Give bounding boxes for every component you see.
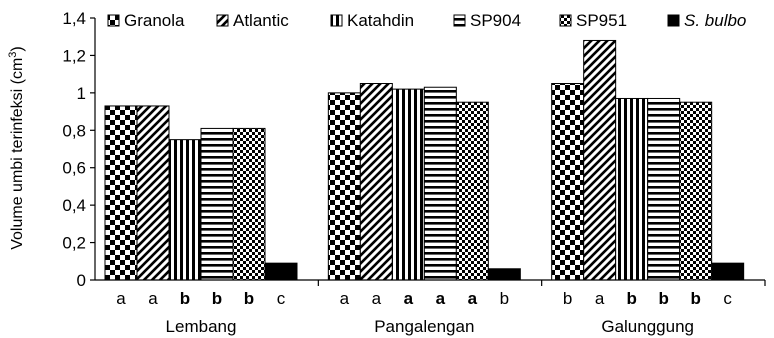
- category-label: Lembang: [166, 317, 237, 336]
- y-tick-label: 0,4: [62, 196, 86, 215]
- bar: [711, 262, 745, 281]
- bar: [168, 139, 202, 281]
- bar: [487, 268, 521, 281]
- legend-label: Katahdin: [347, 11, 414, 30]
- bar: [200, 127, 234, 281]
- legend-label: SP951: [576, 11, 627, 30]
- significance-label: b: [180, 289, 190, 308]
- legend-swatch: [667, 14, 680, 27]
- bar: [391, 88, 425, 281]
- significance-label: a: [404, 289, 414, 308]
- significance-label: b: [658, 289, 668, 308]
- y-tick-label: 1,2: [62, 46, 86, 65]
- bar: [455, 101, 489, 281]
- legend-swatch: [107, 14, 120, 27]
- legend-item: Atlantic: [216, 11, 289, 30]
- bar: [679, 101, 713, 281]
- legend-item: Granola: [107, 11, 185, 30]
- bar: [423, 86, 457, 281]
- legend-swatch: [216, 14, 229, 27]
- bar: [583, 39, 617, 281]
- bar: [104, 105, 138, 281]
- legend-label: S. bulbo: [684, 11, 746, 30]
- significance-label: a: [468, 289, 478, 308]
- significance-label: a: [148, 289, 158, 308]
- legend-swatch: [330, 14, 343, 27]
- significance-label: b: [690, 289, 700, 308]
- bar: [136, 105, 170, 281]
- significance-label: b: [626, 289, 636, 308]
- category-label: Pangalengan: [374, 317, 474, 336]
- significance-label: a: [436, 289, 446, 308]
- significance-label: b: [563, 289, 572, 308]
- significance-label: c: [277, 289, 286, 308]
- significance-label: b: [212, 289, 222, 308]
- significance-label: b: [244, 289, 254, 308]
- bar: [551, 83, 585, 281]
- significance-label: a: [116, 289, 126, 308]
- y-tick-label: 0,8: [62, 121, 86, 140]
- legend-swatch: [559, 14, 572, 27]
- y-tick-label: 1,4: [62, 9, 86, 28]
- y-tick-label: 0: [77, 271, 86, 290]
- legend: Granola Atlantic Katahdin SP904 SP951 S. bulb…: [107, 11, 746, 30]
- y-tick-label: 1: [77, 84, 86, 103]
- category-label: Galunggung: [601, 317, 694, 336]
- legend-label: Atlantic: [233, 11, 289, 30]
- significance-label: a: [340, 289, 350, 308]
- legend-item: S. bulbo: [667, 11, 746, 30]
- bars: [104, 39, 745, 281]
- significance-label: a: [595, 289, 605, 308]
- bar: [615, 97, 649, 281]
- axes: 0 0,2 0,4 0,6 0,8 1 1,2 1,4: [62, 9, 766, 290]
- bar: [327, 92, 361, 281]
- legend-item: Katahdin: [330, 11, 414, 30]
- y-axis-title: Volume umbi terinfeksi (cm3): [7, 46, 26, 250]
- legend-label: Granola: [124, 11, 185, 30]
- bar: [359, 83, 393, 281]
- significance-label: b: [500, 289, 509, 308]
- y-tick-label: 0,6: [62, 159, 86, 178]
- significance-label: a: [372, 289, 382, 308]
- category-labels: Lembang Pangalengan Galunggung: [166, 317, 694, 336]
- bar: [232, 127, 266, 281]
- legend-swatch: [453, 14, 466, 27]
- legend-label: SP904: [470, 11, 521, 30]
- legend-item: SP904: [453, 11, 521, 30]
- y-tick-label: 0,2: [62, 234, 86, 253]
- significance-label: c: [723, 289, 732, 308]
- bar: [647, 97, 681, 281]
- legend-item: SP951: [559, 11, 627, 30]
- bar: [264, 262, 298, 281]
- y-axis-label: Volume umbi terinfeksi (cm3): [7, 46, 26, 250]
